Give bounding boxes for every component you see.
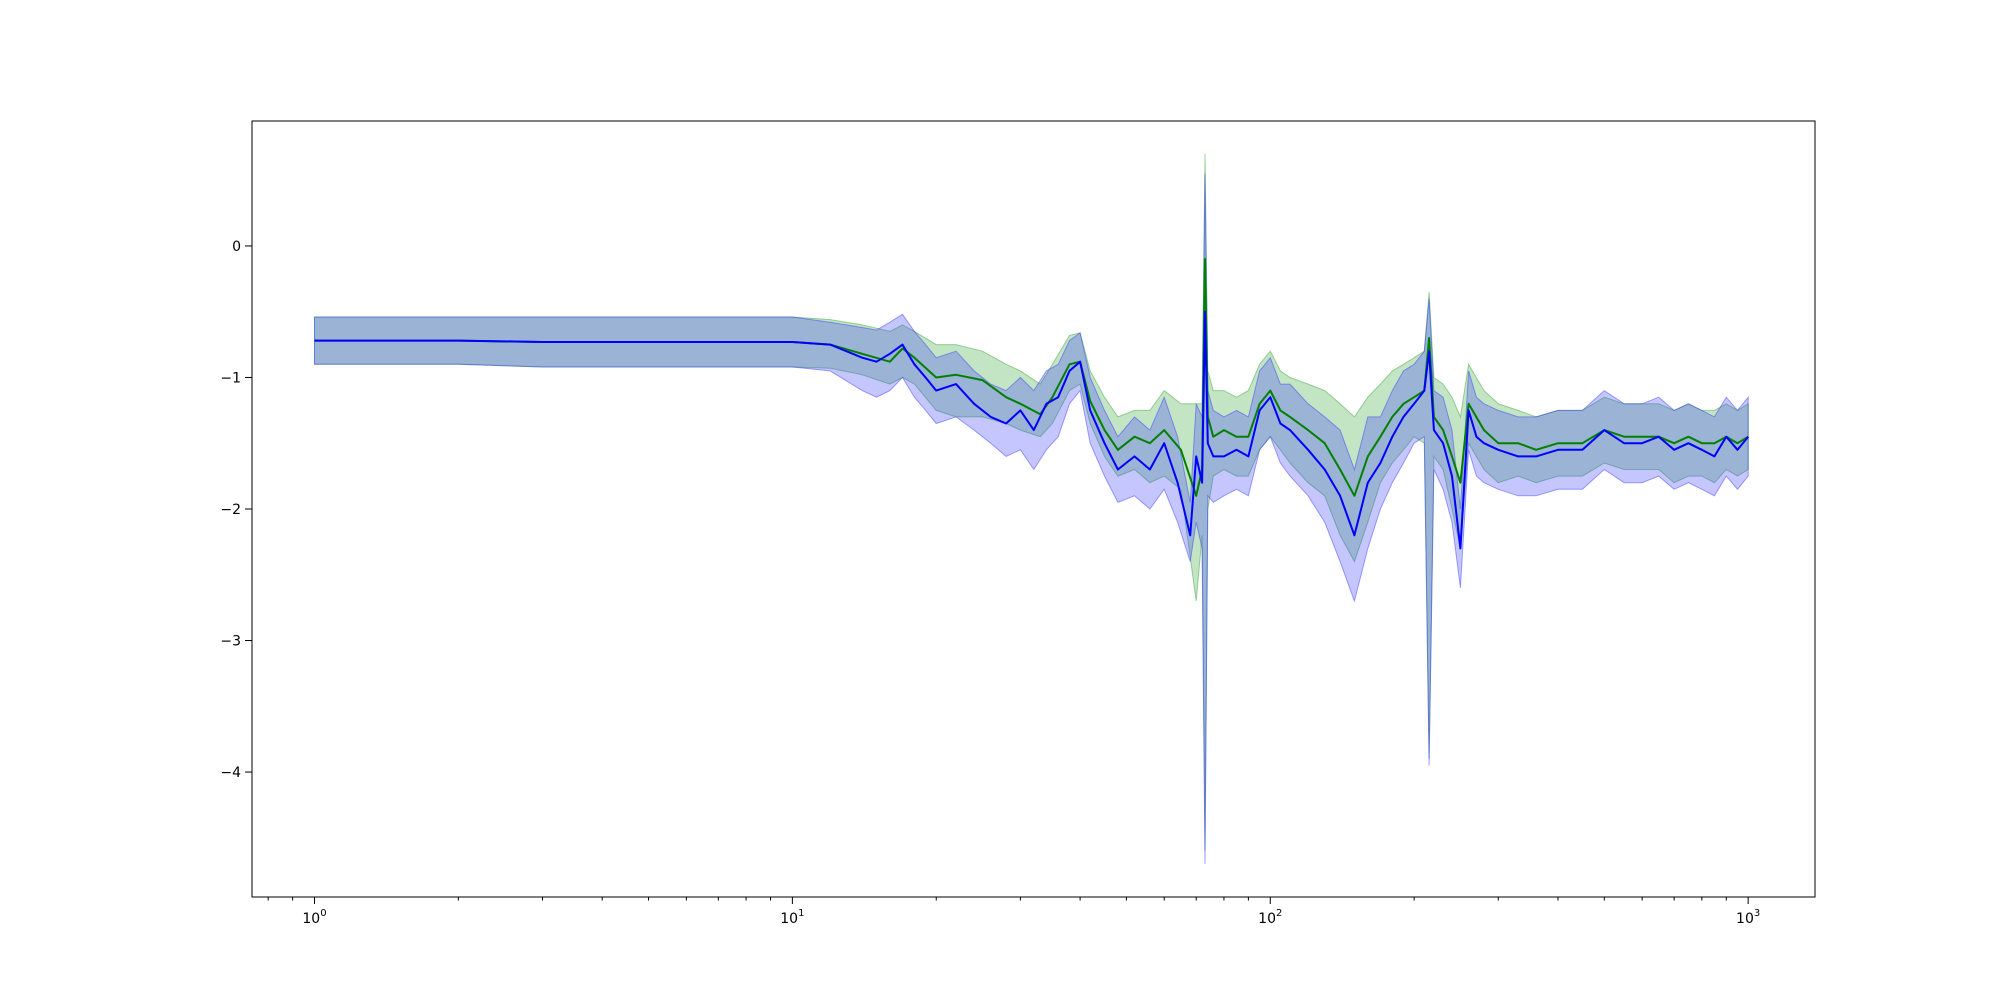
plot-frame xyxy=(251,120,1816,898)
y-tick-label: −4 xyxy=(220,765,241,781)
y-tick-label: 0 xyxy=(232,239,241,255)
x-tick-label: 102 xyxy=(1258,908,1282,927)
y-axis: 0 −1 −2 −3 −4 xyxy=(220,239,252,781)
x-tick-label: 103 xyxy=(1736,908,1760,927)
x-tick-label: 100 xyxy=(302,908,326,927)
y-tick-label: −2 xyxy=(220,502,241,518)
x-tick-label: 101 xyxy=(780,908,804,927)
series-2-band xyxy=(314,173,1749,865)
series-1-band xyxy=(314,153,1749,852)
series-lines xyxy=(314,258,1749,550)
confidence-bands xyxy=(314,153,1749,865)
series-2-line xyxy=(314,310,1749,550)
y-tick-label: −1 xyxy=(220,370,241,386)
series-1-line xyxy=(314,258,1749,497)
x-axis: 100 101 102 103 xyxy=(267,897,1760,927)
y-tick-label: −3 xyxy=(220,634,241,650)
